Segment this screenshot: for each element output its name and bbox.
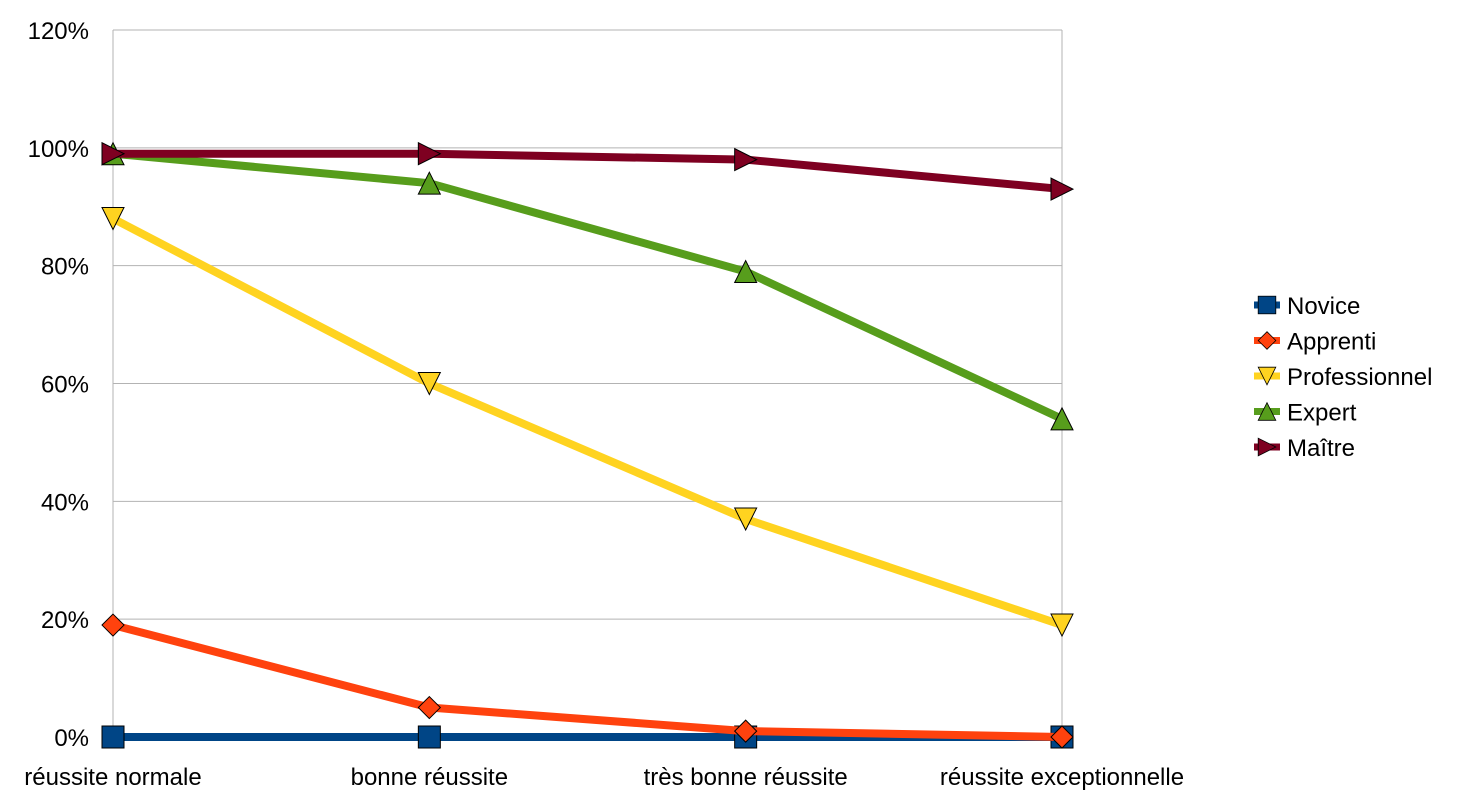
x-tick-label: très bonne réussite	[644, 764, 848, 791]
y-tick-label: 80%	[41, 254, 89, 281]
y-tick-label: 20%	[41, 607, 89, 634]
data-point-marker	[734, 147, 758, 172]
x-tick-label: réussite exceptionnelle	[940, 764, 1184, 791]
legend-label: Professionnel	[1287, 364, 1432, 391]
legend-marker	[1257, 295, 1277, 315]
legend-item: Expert	[1254, 400, 1357, 427]
data-point-marker	[417, 372, 442, 396]
series-apprenti	[101, 613, 1074, 749]
data-point-marker	[1050, 177, 1075, 201]
data-point-marker	[417, 725, 441, 749]
legend-item: Maître	[1254, 435, 1355, 462]
legend-marker	[1257, 331, 1277, 350]
data-point-marker	[733, 719, 758, 743]
data-point-marker	[417, 695, 442, 720]
legend-marker	[1257, 401, 1277, 421]
data-point-marker	[733, 507, 758, 532]
series-line	[112, 149, 1064, 423]
data-point-marker	[1050, 406, 1074, 431]
legend-item: Apprenti	[1254, 329, 1376, 356]
series-line	[111, 214, 1064, 629]
x-tick-label: réussite normale	[24, 764, 201, 791]
data-point-marker	[1050, 725, 1074, 749]
grid-lines	[112, 29, 1063, 738]
data-point-marker	[1050, 613, 1074, 638]
legend-label: Novice	[1287, 293, 1360, 320]
x-tick-label: bonne réussite	[351, 764, 508, 791]
legend-item: Novice	[1254, 293, 1360, 320]
data-point-marker	[417, 171, 442, 195]
legend-marker	[1257, 366, 1277, 386]
x-axis-tick-labels: réussite normale bonne réussite très bonne…	[24, 764, 1184, 791]
data-point-marker	[101, 141, 126, 166]
legend: Novice Apprenti Professionnel Expert Maître	[1254, 293, 1432, 462]
y-tick-label: 40%	[41, 489, 89, 516]
series-line	[111, 621, 1063, 741]
series-line	[113, 149, 1063, 194]
data-point-marker	[101, 613, 125, 637]
series-maître	[101, 141, 1075, 201]
y-tick-label: 0%	[54, 725, 89, 752]
series-professionnel	[101, 207, 1074, 638]
y-tick-label: 120%	[28, 18, 89, 45]
legend-label: Maître	[1287, 435, 1355, 462]
data-point-marker	[101, 725, 125, 749]
data-point-marker	[417, 141, 442, 166]
series-lines	[101, 141, 1075, 749]
y-tick-label: 60%	[41, 372, 89, 399]
legend-label: Expert	[1287, 400, 1357, 427]
legend-item: Professionnel	[1254, 364, 1432, 391]
legend-marker	[1257, 437, 1277, 457]
data-point-marker	[101, 207, 125, 231]
legend-label: Apprenti	[1287, 329, 1376, 356]
data-point-marker	[733, 259, 758, 284]
y-axis-tick-labels: 0% 20% 40% 60% 80% 100% 120%	[28, 18, 89, 752]
y-tick-label: 100%	[28, 136, 89, 163]
